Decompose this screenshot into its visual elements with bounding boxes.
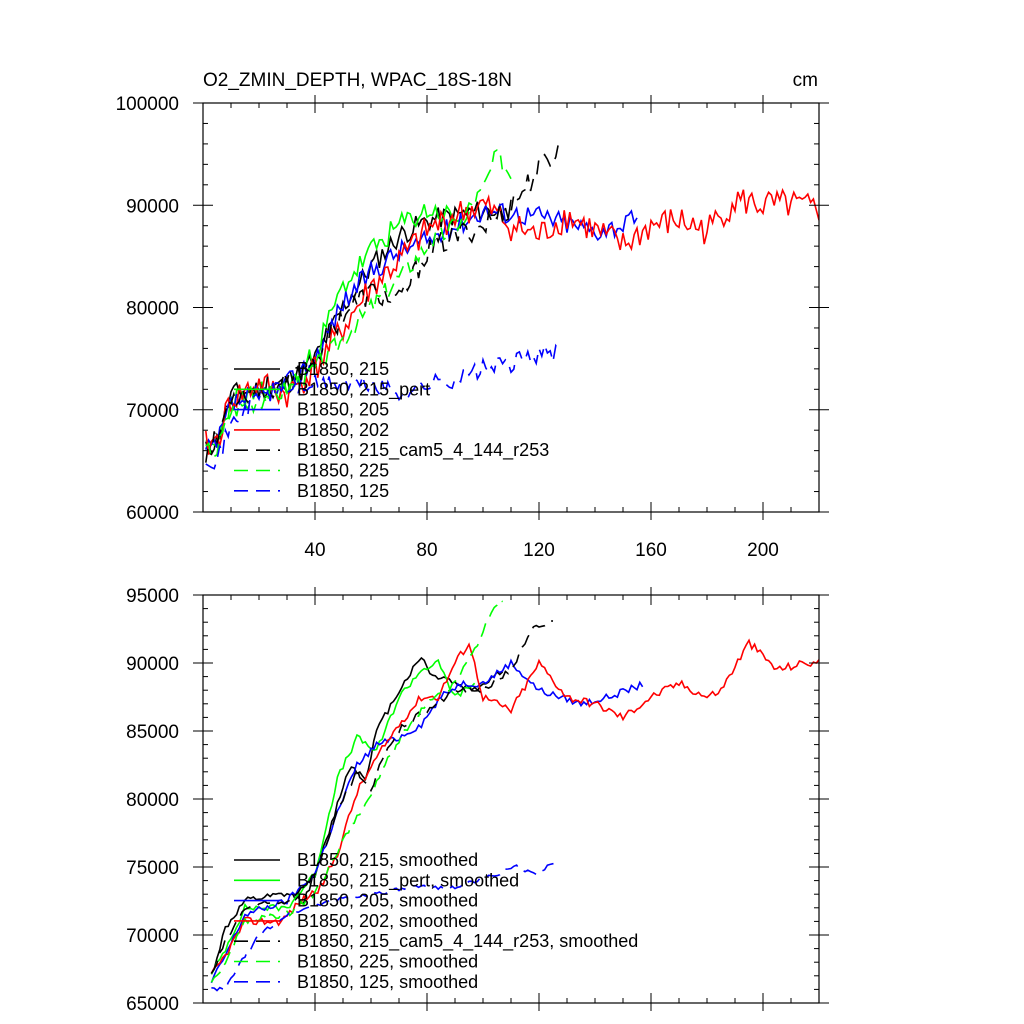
y-tick-label: 75000 xyxy=(126,858,179,879)
y-tick-label: 70000 xyxy=(126,401,179,422)
chart-top-panel: O2_ZMIN_DEPTH, WPAC_18S-18N cm 40 80 120 16… xyxy=(116,70,829,561)
y-tick-label: 90000 xyxy=(126,654,179,675)
series-group xyxy=(205,142,819,470)
series-line xyxy=(210,658,644,984)
chart-bottom-panel: 65000 70000 75000 80000 85000 90000 95000 B185… xyxy=(126,586,829,1015)
y-tick-label: 60000 xyxy=(126,503,179,524)
y-tick-label: 100000 xyxy=(116,94,179,115)
axes: 65000 70000 75000 80000 85000 90000 95000 xyxy=(126,586,829,1015)
x-tick-label: 120 xyxy=(523,540,555,561)
series-line xyxy=(205,187,819,455)
y-tick-label: 80000 xyxy=(126,299,179,320)
legend-label: B1850, 215_pert xyxy=(297,379,430,400)
chart-title: O2_ZMIN_DEPTH, WPAC_18S-18N xyxy=(203,70,512,91)
series-line xyxy=(211,861,559,992)
y-tick-label: 70000 xyxy=(126,926,179,947)
y-tick-label: 85000 xyxy=(126,722,179,743)
axes: 40 80 120 160 200 60000 70000 80000 90000 100000 xyxy=(116,94,829,561)
legend-label: B1850, 215_cam5_4_144_r253 xyxy=(297,440,549,461)
series-line xyxy=(205,149,512,460)
legend-label: B1850, 215, smoothed xyxy=(297,850,478,870)
legend-label: B1850, 215_pert, smoothed xyxy=(297,870,519,891)
series-line xyxy=(205,342,560,470)
legend-label: B1850, 202, smoothed xyxy=(297,911,478,931)
x-tick-label: 160 xyxy=(635,540,667,561)
legend-label: B1850, 225, smoothed xyxy=(297,952,478,972)
y-tick-label: 95000 xyxy=(126,586,179,607)
units-label: cm xyxy=(793,70,818,91)
series-line xyxy=(210,658,476,975)
legend-label: B1850, 202 xyxy=(297,420,389,440)
series-line xyxy=(210,638,819,974)
legend-label: B1850, 225 xyxy=(297,461,389,481)
y-tick-label: 65000 xyxy=(126,994,179,1015)
series-line xyxy=(210,598,504,983)
legend-label: B1850, 205, smoothed xyxy=(297,891,478,911)
x-tick-label: 80 xyxy=(416,540,437,561)
y-tick-label: 80000 xyxy=(126,790,179,811)
legend-label: B1850, 215_cam5_4_144_r253, smoothed xyxy=(297,931,638,952)
x-tick-label: 40 xyxy=(304,540,325,561)
legend-label: B1850, 205 xyxy=(297,400,389,420)
x-tick-label: 200 xyxy=(747,540,779,561)
series-group xyxy=(210,598,819,992)
y-tick-label: 90000 xyxy=(126,196,179,217)
series-line xyxy=(210,619,554,974)
legend-label: B1850, 215 xyxy=(297,359,389,379)
legend-label: B1850, 125, smoothed xyxy=(297,972,478,992)
legend-label: B1850, 125 xyxy=(297,481,389,501)
